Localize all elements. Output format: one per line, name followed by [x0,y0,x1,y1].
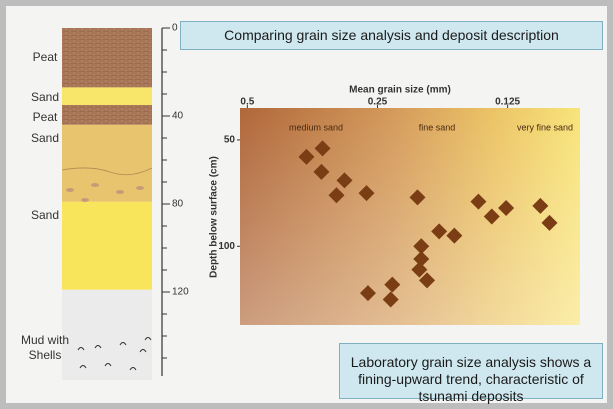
depth-tick-label: 120 [172,287,189,298]
layer [62,87,152,105]
depth-tick-label: 80 [172,199,184,210]
layer-label: Mud with Shells [20,333,70,363]
layer-label: Peat [20,50,70,65]
layer-label: Sand [20,208,70,223]
caption-box: Laboratory grain size analysis shows a f… [339,343,603,399]
pebble [66,188,74,192]
layer-label: Sand [20,131,70,146]
x-axis-title: Mean grain size (mm) [349,85,451,96]
y-tick-label: 100 [218,241,235,252]
depth-tick-label: 40 [172,111,184,122]
zone-label: medium sand [289,122,343,132]
layer-label: Sand [20,90,70,105]
y-axis-title: Depth below surface (cm) [209,156,220,278]
y-tick-label: 50 [224,135,236,146]
depth-tick-label: 0 [172,23,178,34]
zone-label: very fine sand [517,122,573,132]
x-tick-label: 0.25 [368,97,388,108]
x-tick-label: 0.125 [495,97,520,108]
pebble [81,198,89,202]
plot-fade [240,108,580,325]
x-tick-label: 0.5 [240,97,254,108]
pebble [116,190,124,194]
pebble [91,183,99,187]
layer [62,202,152,290]
layer-texture [62,28,152,87]
layer [62,290,152,380]
layer-label: Peat [20,110,70,125]
zone-label: fine sand [419,122,456,132]
pebble [136,186,144,190]
layer [62,125,152,202]
layer-texture [62,105,152,125]
title-box: Comparing grain size analysis and deposi… [180,21,603,50]
figure: Mean grain size (mm) Depth below surface… [0,0,613,409]
